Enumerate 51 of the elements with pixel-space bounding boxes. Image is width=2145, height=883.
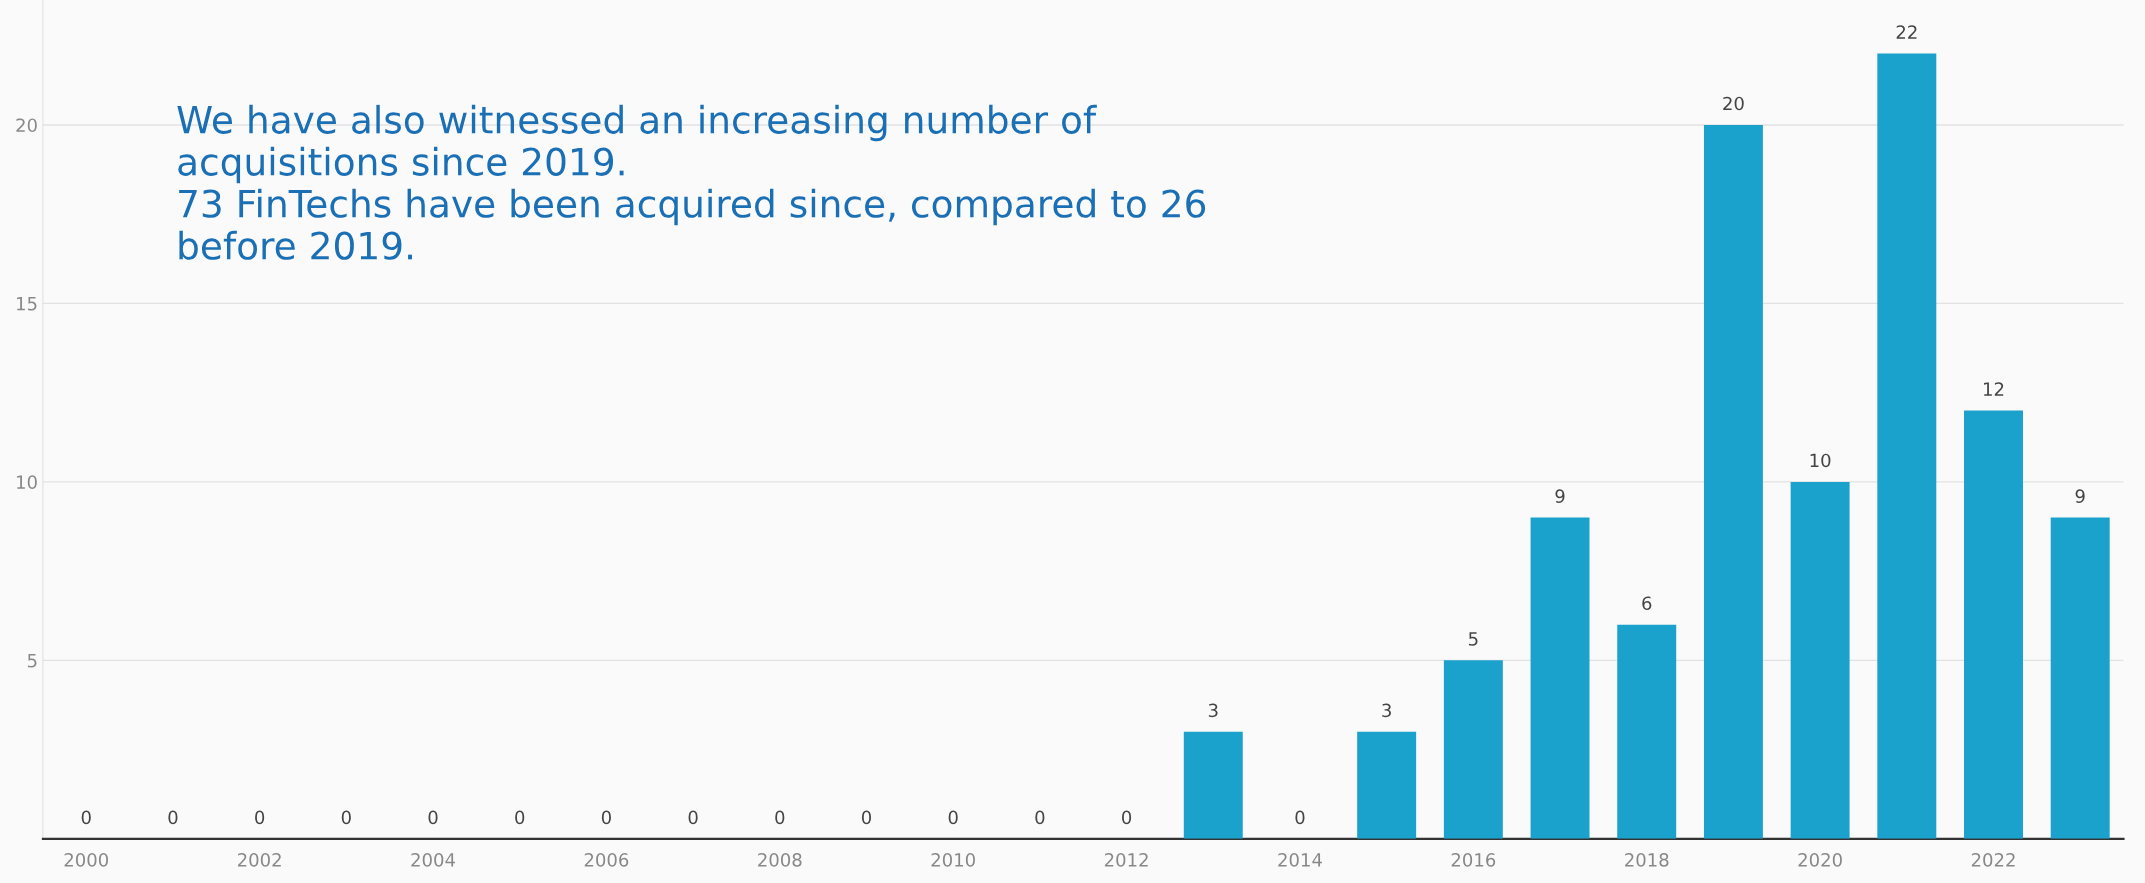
data-label: 10: [1810, 453, 1831, 468]
x-tick-label: 2000: [64, 853, 109, 867]
bar: [1964, 410, 2023, 839]
data-label: 6: [1642, 596, 1652, 611]
y-tick-label: 5: [27, 654, 37, 668]
x-tick-label: 2004: [411, 853, 455, 867]
y-tick-label: 15: [17, 297, 37, 311]
data-label: 0: [428, 810, 438, 825]
bar: [1703, 124, 1763, 839]
data-label: 0: [1122, 810, 1132, 825]
bar: [1357, 731, 1417, 839]
data-label: 0: [255, 810, 265, 825]
x-tick-label: 2018: [1625, 853, 1669, 867]
data-label: 0: [861, 810, 872, 825]
x-tick-label: 2008: [758, 853, 802, 867]
bar: [1790, 481, 1850, 839]
bar: [1443, 660, 1503, 839]
data-label: 0: [341, 810, 351, 825]
bar: [1183, 731, 1243, 839]
y-tick-label: 20: [16, 118, 37, 133]
data-label: 9: [2075, 489, 2085, 503]
data-label: 0: [1035, 810, 1045, 825]
data-label: 0: [1295, 810, 1305, 825]
data-label: 9: [1555, 489, 1565, 503]
data-label: 0: [688, 810, 698, 825]
bar: [1877, 53, 1937, 839]
data-label: 0: [168, 810, 178, 825]
x-tick-label: 2014: [1278, 853, 1322, 867]
x-tick-label: 2006: [584, 853, 629, 867]
data-label: 22: [1896, 25, 1917, 39]
bar: [1530, 517, 1590, 839]
data-label: 0: [948, 810, 958, 825]
x-tick-label: 2002: [237, 853, 281, 867]
x-tick-label: 2010: [931, 853, 975, 867]
data-label: 0: [515, 810, 525, 825]
annotation: We have also witnessed an increasing number of acquisitions since 2019. 73 FinTechs have been acquired since, compared to 26 before 2019.: [177, 104, 1206, 260]
data-label: 5: [1469, 632, 1478, 646]
bar: [1617, 624, 1677, 839]
x-tick-label: 2012: [1104, 853, 1148, 867]
data-label: 3: [1208, 703, 1218, 718]
data-label: 0: [775, 810, 785, 825]
data-label: 0: [601, 810, 611, 825]
x-tick-label: 2016: [1451, 853, 1496, 867]
data-label: 0: [81, 810, 91, 825]
data-label: 3: [1382, 703, 1391, 718]
data-label: 20: [1723, 96, 1744, 111]
bar: [2050, 517, 2110, 839]
y-tick-label: 10: [17, 475, 37, 490]
x-tick-label: 2020: [1798, 853, 1842, 867]
x-tick-label: 2022: [1971, 853, 2015, 867]
data-label: 12: [1984, 382, 2004, 396]
